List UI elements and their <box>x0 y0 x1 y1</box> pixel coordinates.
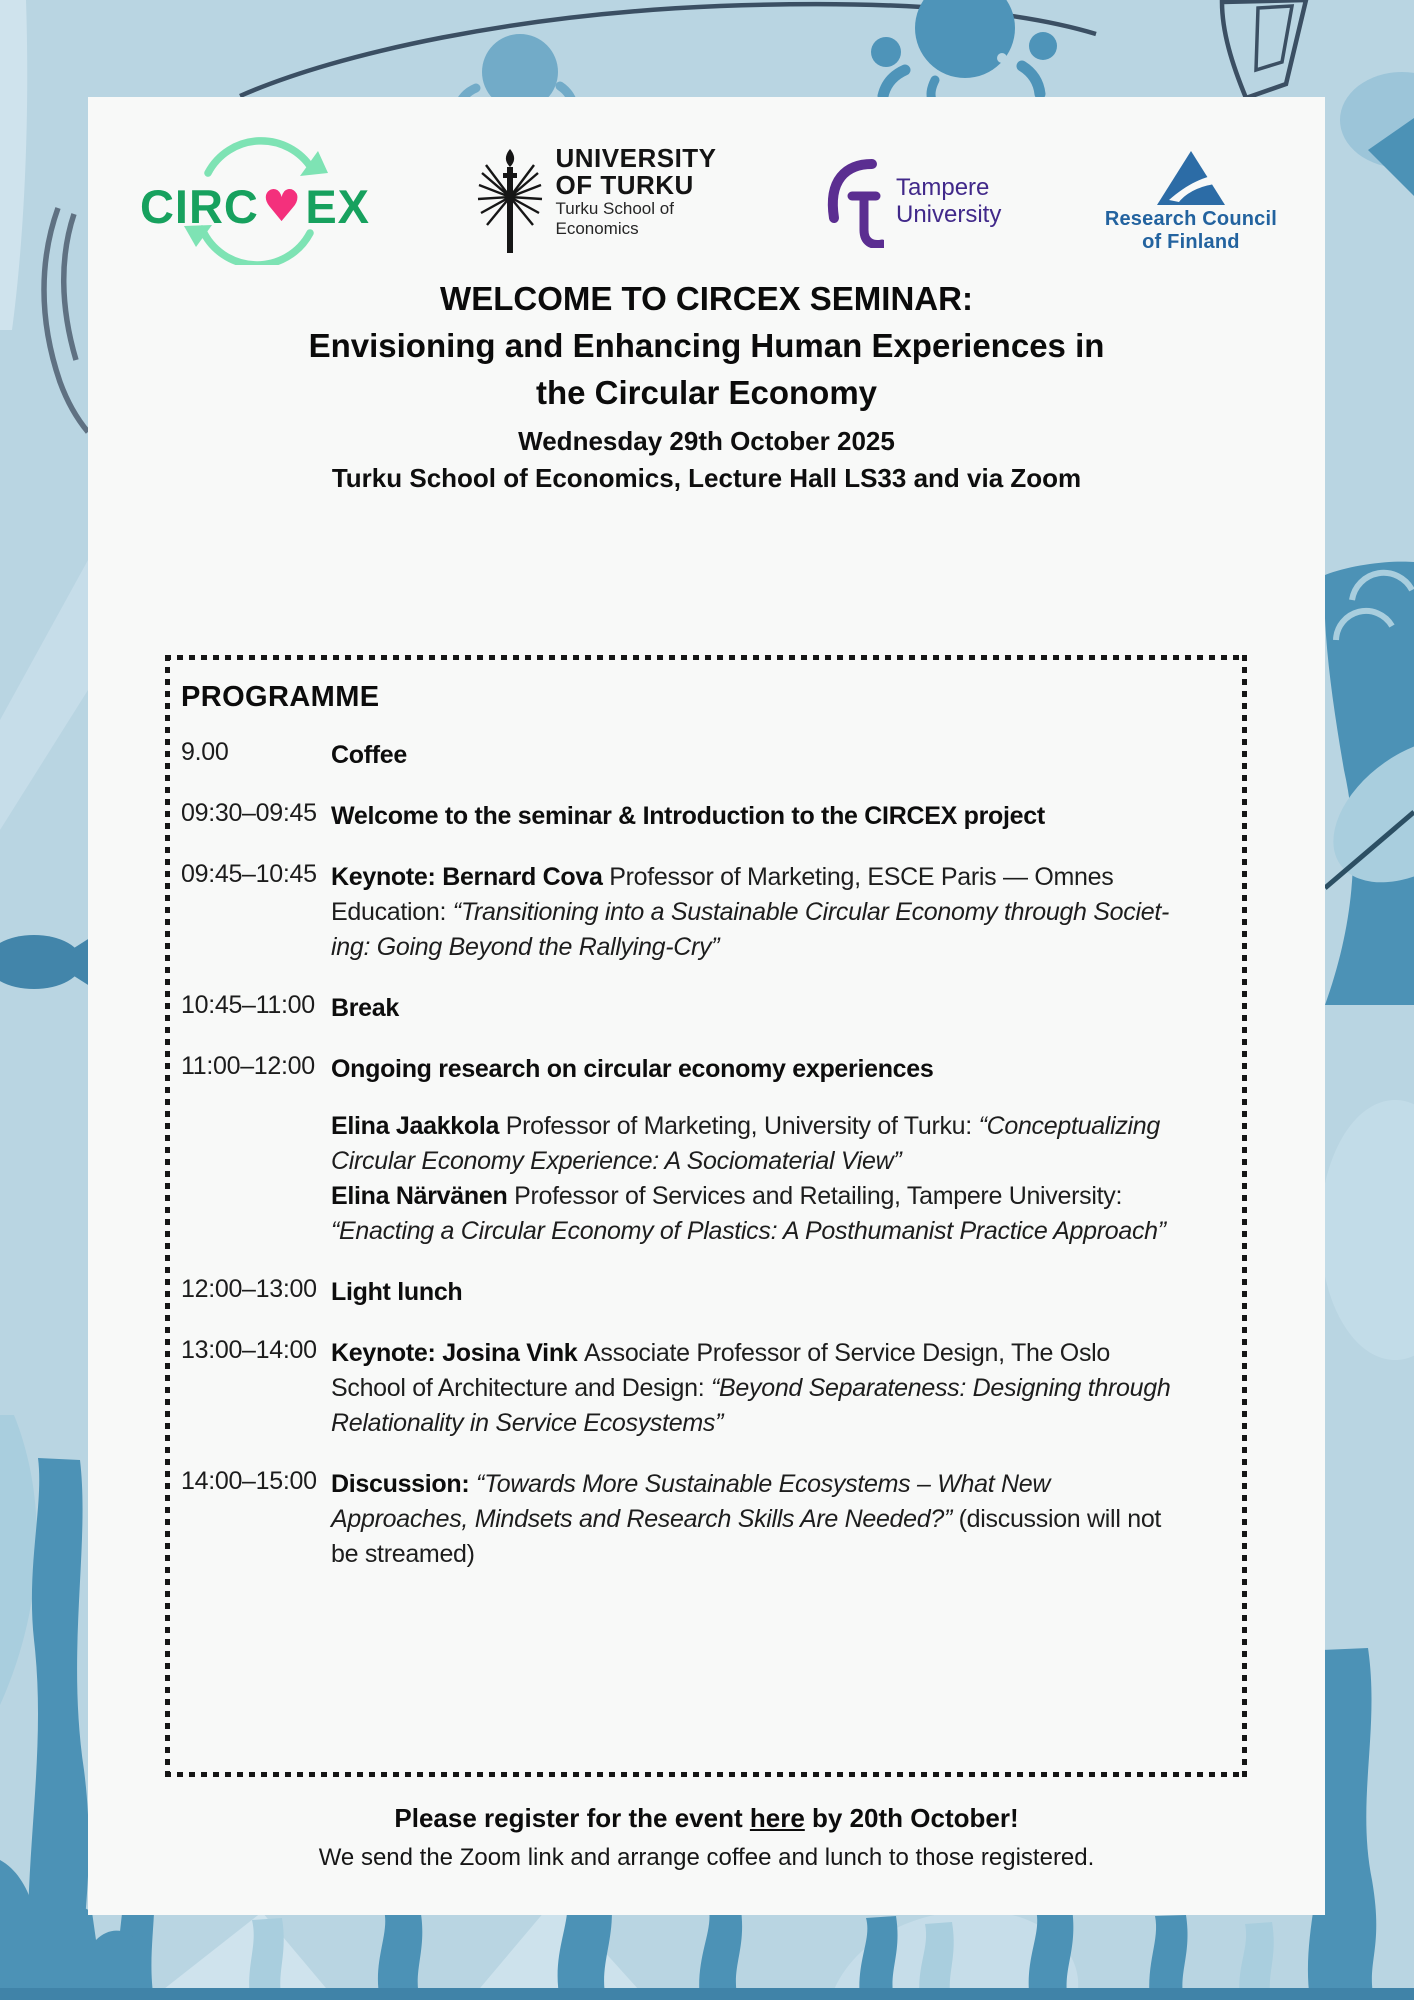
tampere-logo: Tampere University <box>820 154 1001 248</box>
utu-name-line2: OF TURKU <box>555 170 694 200</box>
programme-row: 09:45–10:45 Keynote: Bernard Cova Profes… <box>181 860 1202 965</box>
tag-outline <box>1219 0 1309 101</box>
programme-time: 09:30–09:45 <box>181 799 317 827</box>
fish-icon <box>0 934 96 990</box>
circex-wordmark: CIRC ♥ EX <box>136 179 374 234</box>
programme-row: 9.00 Coffee <box>181 738 1202 773</box>
programme-heading: PROGRAMME <box>181 681 380 713</box>
programme-time: 12:00–13:00 <box>181 1275 317 1303</box>
programme-row: 11:00–12:00 Ongoing research on circular… <box>181 1052 1202 1249</box>
programme-time: 14:00–15:00 <box>181 1467 317 1495</box>
logos-row: CIRC ♥ EX <box>88 123 1325 279</box>
kelp-illustration <box>0 1458 1377 2000</box>
programme-time: 11:00–12:00 <box>181 1052 315 1080</box>
tampere-name-line2: University <box>896 201 1002 228</box>
registration-footer: Please register for the event here by 20… <box>88 1803 1325 1872</box>
programme-desc: Keynote: Josina Vink Associate Professor… <box>331 1339 1171 1437</box>
utu-school-line2: Economics <box>555 219 639 238</box>
programme-desc: Break <box>331 994 399 1022</box>
registration-cta: Please register for the event here by 20… <box>394 1803 1019 1833</box>
programme-desc: Coffee <box>331 741 407 769</box>
recycle-arrows-icon <box>184 137 328 265</box>
programme-desc: Welcome to the seminar & Introduction to… <box>331 802 1045 830</box>
programme-desc: Light lunch <box>331 1278 463 1306</box>
circex-logo: CIRC ♥ EX <box>136 137 374 265</box>
rcf-name-line2: of Finland <box>1142 231 1240 253</box>
programme-row: 09:30–09:45 Welcome to the seminar & Int… <box>181 799 1202 834</box>
kelp-illustration <box>249 1918 1274 2000</box>
seminar-title-line2: Envisioning and Enhancing Human Experien… <box>308 327 1105 364</box>
registration-note: We send the Zoom link and arrange coffee… <box>318 1844 1095 1871</box>
programme-desc: Keynote: Bernard Cova Professor of Marke… <box>331 863 1170 961</box>
programme-row: 13:00–14:00 Keynote: Josina Vink Associa… <box>181 1336 1202 1441</box>
boat-illustration <box>1323 561 1414 1005</box>
event-date: Wednesday 29th October 2025 <box>518 426 895 456</box>
programme-time: 10:45–11:00 <box>181 991 315 1019</box>
programme-time: 13:00–14:00 <box>181 1336 317 1364</box>
seminar-title-line3: the Circular Economy <box>535 374 878 411</box>
tampere-name-line1: Tampere <box>896 174 990 201</box>
programme-time: 09:45–10:45 <box>181 860 317 888</box>
circex-text-left: CIRC <box>139 180 259 233</box>
rcf-name-line1: Research Council <box>1104 208 1277 230</box>
heart-icon: ♥ <box>261 181 303 232</box>
rcf-logo: Research Council of Finland <box>1105 148 1277 254</box>
tampere-text: Tampere University <box>896 174 1001 228</box>
programme-time: 9.00 <box>181 738 229 766</box>
event-meta: Wednesday 29th October 2025 Turku School… <box>88 423 1325 497</box>
circex-text-right: EX <box>305 180 371 233</box>
programme-row: 12:00–13:00 Light lunch <box>181 1275 1202 1310</box>
rcf-triangle-icon <box>1156 151 1225 205</box>
event-venue: Turku School of Economics, Lecture Hall … <box>331 463 1082 493</box>
utu-name-line1: UNIVERSITY <box>555 143 717 173</box>
programme-row: 10:45–11:00 Break <box>181 991 1202 1026</box>
seminar-title: WELCOME TO CIRCEX SEMINAR: Envisioning a… <box>88 275 1325 416</box>
programme-box: PROGRAMME 9.00 Coffee 09:30–09:45 Welcom… <box>165 655 1247 1777</box>
seminar-title-line1: WELCOME TO CIRCEX SEMINAR: <box>440 280 973 317</box>
tampere-mark-icon <box>827 159 884 248</box>
programme-row: 14:00–15:00 Discussion: “Towards More Su… <box>181 1467 1202 1572</box>
utu-torch-emblem-icon <box>478 149 543 253</box>
programme-desc: Discussion: “Towards More Sustainable Ec… <box>331 1470 1162 1568</box>
utu-text: UNIVERSITY OF TURKU Turku School of Econ… <box>555 145 716 239</box>
utu-school-line1: Turku School of <box>555 199 674 218</box>
register-link[interactable]: here <box>749 1803 805 1833</box>
programme-desc: Ongoing research on circular economy exp… <box>331 1055 1166 1245</box>
poster-card: CIRC ♥ EX <box>88 97 1325 1915</box>
arrow-outline <box>41 207 91 434</box>
utu-logo: UNIVERSITY OF TURKU Turku School of Econ… <box>477 145 716 257</box>
